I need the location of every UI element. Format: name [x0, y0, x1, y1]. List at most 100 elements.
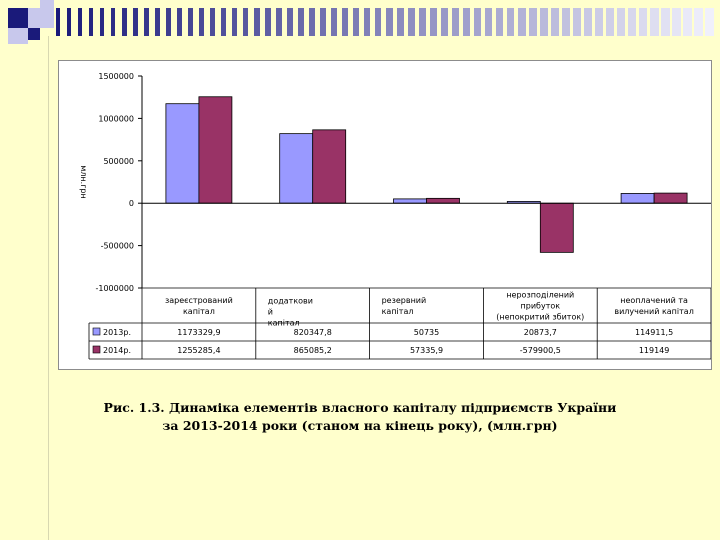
deco-stripe [507, 8, 514, 36]
deco-stripe [496, 8, 503, 36]
deco-stripe [485, 8, 492, 36]
deco-stripe [540, 8, 548, 36]
deco-stripe [452, 8, 459, 36]
data-table-value: -579900,5 [520, 346, 561, 355]
data-table-value: 1255285,4 [177, 346, 220, 355]
deco-stripe [617, 8, 625, 36]
deco-gradient-stripe-bar [56, 8, 714, 36]
deco-stripe [364, 8, 370, 36]
data-table-value: 114911,5 [635, 328, 673, 337]
figure-caption-line1: Рис. 1.3. Динаміка елементів власного ка… [103, 400, 617, 415]
deco-stripe [529, 8, 537, 36]
y-tick-label: -500000 [101, 242, 134, 251]
deco-square-light [40, 0, 54, 8]
deco-square-dark [28, 28, 40, 40]
category-label: капітал [382, 307, 414, 316]
category-label: додаткови [268, 297, 313, 306]
deco-stripe [353, 8, 359, 36]
deco-stripe [243, 8, 248, 36]
deco-stripe [474, 8, 481, 36]
deco-stripe [606, 8, 614, 36]
deco-stripe [595, 8, 603, 36]
deco-stripe [331, 8, 337, 36]
data-table-value: 119149 [639, 346, 670, 355]
bar-2014 [426, 197, 460, 204]
legend-label: 2014р. [103, 346, 131, 355]
category-label: прибуток [521, 302, 561, 311]
deco-stripe [309, 8, 315, 36]
category-label: капітал [268, 319, 300, 328]
y-axis-label: млн.грн [79, 165, 88, 198]
deco-stripe [518, 8, 526, 36]
y-tick-label: -1000000 [95, 284, 134, 293]
deco-square-light [8, 28, 28, 44]
deco-stripe [276, 8, 282, 36]
bar-2014 [539, 202, 574, 253]
chart-area: 1500000 1000000 500000 0 -500000 -1000000 млн.… [58, 60, 712, 370]
category-label: нерозподілений [506, 291, 574, 300]
data-table-value: 820347,8 [294, 328, 332, 337]
deco-stripe [56, 8, 60, 36]
deco-vertical-line [48, 36, 49, 540]
deco-stripe [111, 8, 115, 36]
deco-stripe [683, 8, 692, 36]
deco-stripe [100, 8, 104, 36]
category-label: капітал [183, 307, 215, 316]
deco-stripe [320, 8, 326, 36]
bar-2013 [279, 133, 314, 204]
category-label: (непокритий збиток) [496, 313, 584, 322]
data-table-value: 1173329,9 [177, 328, 220, 337]
deco-stripe [463, 8, 470, 36]
deco-stripe [221, 8, 226, 36]
deco-stripe [573, 8, 581, 36]
bar-chart: 1500000 1000000 500000 0 -500000 -1000000 млн.… [79, 72, 711, 360]
deco-stripe [67, 8, 71, 36]
deco-stripe [89, 8, 93, 36]
bar-2014 [312, 129, 347, 204]
deco-stripe [672, 8, 681, 36]
deco-stripe [298, 8, 304, 36]
deco-square-light [28, 8, 54, 28]
deco-stripe [133, 8, 138, 36]
deco-stripe [562, 8, 570, 36]
bar-2014 [653, 192, 688, 204]
deco-stripe [287, 8, 293, 36]
deco-stripe [375, 8, 381, 36]
deco-stripe [397, 8, 404, 36]
deco-stripe [639, 8, 647, 36]
legend-label: 2013р. [103, 328, 131, 337]
category-label: резервний [382, 296, 427, 305]
deco-stripe [705, 8, 714, 36]
bar-2013 [165, 103, 200, 204]
deco-stripe [144, 8, 149, 36]
deco-stripe [408, 8, 415, 36]
legend-key-2013 [92, 327, 101, 336]
deco-stripe [232, 8, 237, 36]
deco-stripe [122, 8, 127, 36]
deco-stripe [188, 8, 193, 36]
legend-key-2014 [92, 345, 101, 354]
deco-stripe [430, 8, 437, 36]
deco-stripe [661, 8, 670, 36]
category-label: зареєстрований [165, 296, 233, 305]
data-table-value: 865085,2 [294, 346, 332, 355]
category-label: й [268, 308, 273, 317]
deco-stripe [78, 8, 82, 36]
y-tick-label: 1000000 [98, 114, 134, 123]
data-table-value: 57335,9 [410, 346, 443, 355]
bar-2014 [198, 96, 233, 204]
deco-stripe [628, 8, 636, 36]
category-label: неоплачений та [620, 296, 688, 305]
deco-stripe [386, 8, 393, 36]
bar-2013 [620, 193, 655, 204]
deco-stripe [584, 8, 592, 36]
deco-stripe [694, 8, 703, 36]
deco-stripe [551, 8, 559, 36]
category-label: вилучений капітал [614, 307, 693, 316]
deco-square-dark [8, 8, 28, 28]
data-table-value: 50735 [414, 328, 439, 337]
deco-stripe [177, 8, 182, 36]
deco-stripe [441, 8, 448, 36]
data-table-value: 20873,7 [524, 328, 557, 337]
deco-stripe [166, 8, 171, 36]
